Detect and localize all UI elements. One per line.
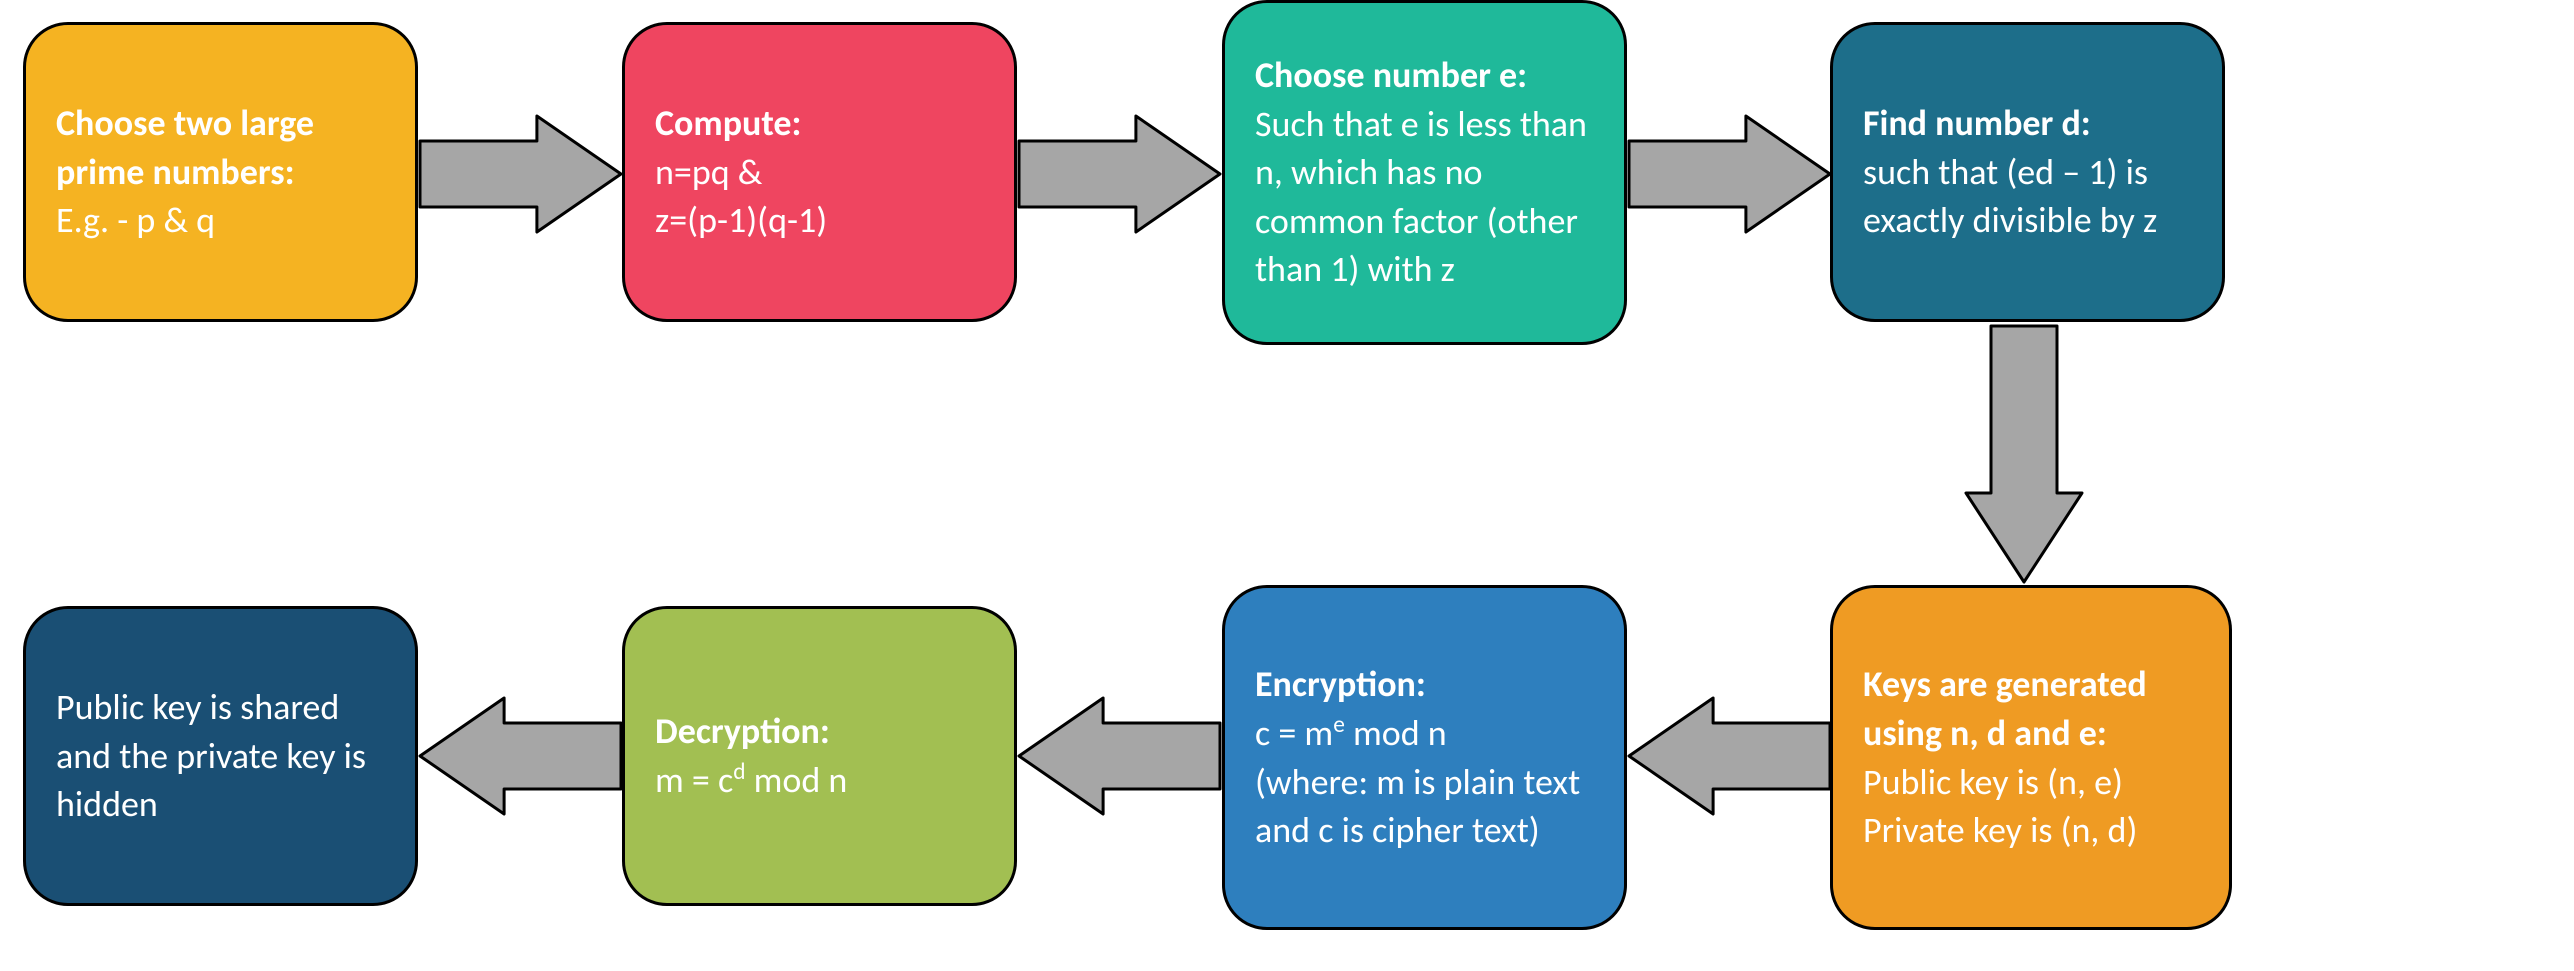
step-node-6: Encryption: c = me mod n(where: m is pla… (1222, 585, 1627, 930)
step-title: Find number d: (1863, 99, 2192, 148)
step-body: Such that e is less than n, which has no… (1255, 100, 1594, 294)
step-body: m = cd mod n (655, 756, 984, 805)
arrow-right-icon (418, 114, 623, 234)
step-body: Public key is (n, e)Private key is (n, d… (1863, 758, 2199, 855)
arrow-left-icon (1017, 696, 1222, 816)
arrow-right-icon (1627, 114, 1832, 234)
arrow-right-icon (1017, 114, 1222, 234)
step-node-8: Public key is shared and the private key… (23, 606, 418, 906)
step-node-4: Find number d: such that (ed – 1) is exa… (1830, 22, 2225, 322)
step-node-7: Decryption: m = cd mod n (622, 606, 1017, 906)
arrow-down-icon (1964, 324, 2084, 584)
step-body: Public key is shared and the private key… (56, 683, 385, 829)
step-node-5: Keys are generated using n, d and e: Pub… (1830, 585, 2232, 930)
arrow-left-icon (418, 696, 623, 816)
arrow-left-icon (1627, 696, 1832, 816)
step-body: such that (ed – 1) is exactly divisible … (1863, 148, 2192, 245)
step-node-2: Compute: n=pq &z=(p-1)(q-1) (622, 22, 1017, 322)
step-body: n=pq &z=(p-1)(q-1) (655, 148, 984, 245)
step-node-3: Choose number e: Such that e is less tha… (1222, 0, 1627, 345)
step-node-1: Choose two large prime numbers: E.g. - p… (23, 22, 418, 322)
step-body: E.g. - p & q (56, 196, 385, 245)
step-title: Decryption: (655, 707, 984, 756)
step-title: Choose number e: (1255, 51, 1594, 100)
step-title: Choose two large prime numbers: (56, 99, 385, 196)
step-title: Encryption: (1255, 660, 1594, 709)
step-body: c = me mod n(where: m is plain text and … (1255, 709, 1594, 855)
step-title: Compute: (655, 99, 984, 148)
step-title: Keys are generated using n, d and e: (1863, 660, 2199, 757)
